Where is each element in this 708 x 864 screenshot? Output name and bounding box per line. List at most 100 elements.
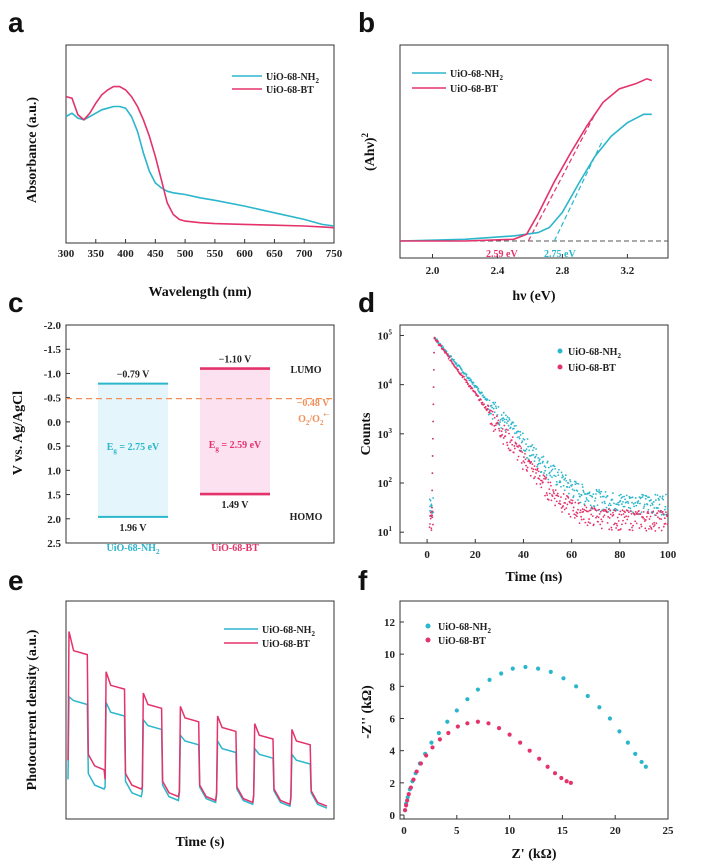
scatter-point <box>457 368 460 371</box>
scatter-point <box>500 414 503 416</box>
scatter-point <box>497 423 499 425</box>
scatter-point <box>659 509 662 512</box>
x-tick-label-a: 650 <box>266 248 283 260</box>
x-tick-label-f: 25 <box>663 825 675 837</box>
scatter-point <box>522 456 525 458</box>
scatter-point <box>520 462 523 464</box>
scatter-point <box>617 503 620 506</box>
scatter-point <box>580 494 583 496</box>
x-axis-label-d: Time (ns) <box>506 570 563 585</box>
scatter-point <box>547 478 550 481</box>
scatter-point <box>650 499 652 501</box>
scatter-point <box>587 521 590 524</box>
scatter-point <box>550 465 552 468</box>
x-tick-label-a: 700 <box>296 248 313 260</box>
x-tick-label-b: 2.0 <box>426 265 440 277</box>
scatter-point <box>523 438 526 441</box>
scatter-point <box>552 489 554 491</box>
scatter-point <box>661 510 664 513</box>
scatter-point <box>432 403 435 406</box>
scatter-point <box>574 514 577 516</box>
scatter-point <box>610 528 613 531</box>
y-tick-label-c: -1.5 <box>44 344 62 356</box>
scatter-point <box>512 451 515 454</box>
scatter-point <box>530 467 533 470</box>
scatter-point <box>665 511 667 514</box>
scatter-point <box>487 677 492 683</box>
scatter-point <box>465 379 468 382</box>
scatter-point <box>598 508 601 511</box>
scatter-point <box>430 504 433 507</box>
scatter-point <box>616 524 619 527</box>
scatter-point <box>503 418 506 421</box>
scatter-point <box>654 499 657 502</box>
scatter-point <box>553 465 556 468</box>
scatter-point <box>654 530 657 532</box>
scatter-point <box>663 517 666 520</box>
scatter-point <box>507 420 509 422</box>
scatter-point <box>586 524 589 527</box>
scatter-point <box>574 483 577 486</box>
scatter-point <box>638 527 641 529</box>
scatter-point <box>567 497 570 499</box>
scatter-point <box>629 510 632 512</box>
scatter-point <box>654 514 657 517</box>
scatter-point <box>652 525 655 528</box>
scatter-point <box>621 496 624 498</box>
scatter-point <box>612 492 614 494</box>
scatter-point <box>627 515 630 518</box>
scatter-point <box>488 411 491 413</box>
scatter-point <box>591 515 594 518</box>
scatter-point <box>506 444 509 447</box>
x-tick-label-b: 3.2 <box>621 265 635 277</box>
scatter-point <box>556 492 559 495</box>
scatter-point <box>473 384 475 387</box>
y-axis-label-d: Counts <box>359 412 374 455</box>
scatter-point <box>536 467 539 470</box>
scatter-point <box>583 503 586 505</box>
scatter-point <box>538 474 541 477</box>
scatter-point <box>557 474 560 477</box>
series-line-bt-e <box>67 631 328 807</box>
scatter-point <box>614 522 616 525</box>
scatter-point <box>574 501 577 504</box>
scatter-point <box>660 518 663 521</box>
panel-c: c -2.0 -1.5 -1.0 -0.5 0.0 0.5 1.0 1.5 2.0 2.5 −0.… <box>8 287 335 556</box>
scatter-point <box>502 443 505 445</box>
ticks-d: 0 20 40 60 80 100 101 102 103 104 105 <box>378 328 677 561</box>
scatter-point <box>429 523 431 525</box>
tangent-nh2-b <box>553 139 604 242</box>
scatter-point <box>501 428 504 430</box>
scatter-point <box>565 507 568 510</box>
scatter-point <box>596 490 598 493</box>
scatter-point <box>519 430 522 433</box>
x-tick-label-a: 500 <box>177 248 194 260</box>
scatter-point <box>562 475 565 478</box>
scatter-point <box>557 495 560 498</box>
scatter-point <box>587 500 590 502</box>
y-axis-label-c: V vs. Ag/AgCl <box>11 391 26 475</box>
scatter-point <box>428 526 431 529</box>
scatter-point <box>621 509 624 512</box>
series-line-nh2-a <box>65 105 335 227</box>
scatter-point <box>429 511 432 514</box>
scatter-point <box>545 764 550 769</box>
scatter-point <box>475 719 481 724</box>
scatter-point <box>544 466 547 469</box>
scatter-point <box>633 513 636 516</box>
homo-value-bt: 1.49 V <box>221 500 249 511</box>
scatter-point <box>491 406 493 409</box>
scatter-point <box>507 732 512 737</box>
scatter-point <box>465 721 470 726</box>
lumo-value-nh2: −0.79 V <box>117 370 151 381</box>
annotation-bt-bandgap: 2.59 eV <box>486 249 518 260</box>
scatter-point <box>475 687 481 692</box>
scatter-point <box>585 497 588 499</box>
scatter-point <box>509 426 512 429</box>
scatter-point <box>502 411 505 414</box>
scatter-point <box>634 497 637 499</box>
scatter-point <box>656 494 659 497</box>
scatter-point <box>591 495 594 498</box>
scatter-point <box>551 495 554 498</box>
scatter-point <box>603 510 605 513</box>
